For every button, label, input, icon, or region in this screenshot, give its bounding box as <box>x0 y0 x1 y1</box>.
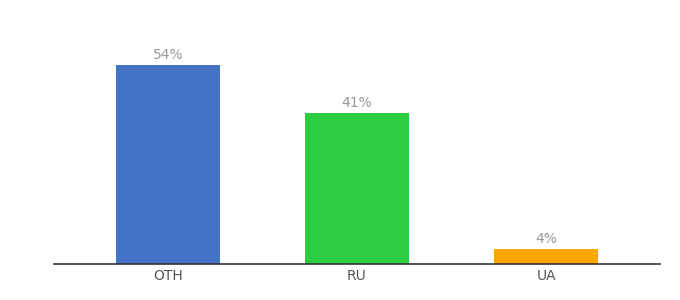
Text: 41%: 41% <box>341 96 373 110</box>
Bar <box>116 64 220 264</box>
Text: 54%: 54% <box>152 48 183 62</box>
Bar <box>305 112 409 264</box>
Bar <box>494 249 598 264</box>
Text: 4%: 4% <box>535 232 557 246</box>
